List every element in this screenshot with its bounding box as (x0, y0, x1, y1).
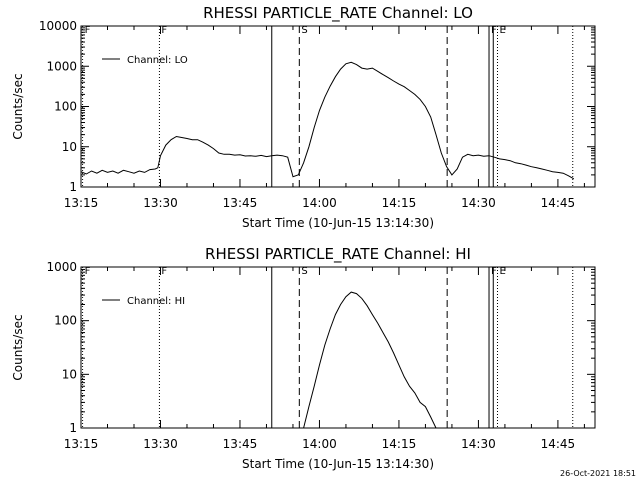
x-tick-label: 13:45 (223, 437, 258, 451)
y-tick-label: 100 (54, 100, 77, 114)
y-tick-label: 1 (69, 180, 77, 194)
y-tick-label: 10 (62, 140, 77, 154)
footer-date: 26-Oct-2021 18:51 (560, 469, 636, 478)
chart-title: RHESSI PARTICLE_RATE Channel: LO (203, 4, 473, 23)
marker-label: F (85, 25, 91, 36)
marker-label: S (301, 25, 307, 36)
y-tick-label: 100 (54, 314, 77, 328)
x-tick-label: 14:45 (541, 196, 576, 210)
marker-label: F (491, 25, 497, 36)
marker-label: E (499, 25, 505, 36)
chart-title: RHESSI PARTICLE_RATE Channel: HI (205, 245, 471, 264)
y-tick-label: 10 (62, 367, 77, 381)
x-tick-label: 14:30 (461, 196, 496, 210)
y-tick-label: 10000 (39, 19, 77, 33)
x-tick-label: 14:15 (382, 437, 417, 451)
legend-entry: Channel: LO (127, 55, 188, 66)
x-tick-label: 13:45 (223, 196, 258, 210)
marker-label: F (161, 266, 167, 277)
legend-entry: Channel: HI (127, 296, 185, 307)
marker-label: E (499, 266, 505, 277)
marker-label: F (491, 266, 497, 277)
x-tick-label: 13:30 (143, 437, 178, 451)
x-tick-label: 13:15 (64, 437, 99, 451)
x-axis-label: Start Time (10-Jun-15 13:14:30) (242, 216, 434, 230)
plot-frame (80, 266, 596, 429)
series-line (303, 291, 437, 429)
marker-label: F (85, 266, 91, 277)
x-tick-label: 14:15 (382, 196, 417, 210)
chart-panel-1: RHESSI PARTICLE_RATE Channel: HI Counts/s… (11, 245, 596, 471)
x-tick-label: 13:30 (143, 196, 178, 210)
marker-label: S (301, 266, 307, 277)
y-axis-label: Counts/sec (11, 314, 25, 380)
y-tick-label: 1000 (46, 260, 77, 274)
series-line (80, 61, 575, 180)
x-tick-label: 14:30 (461, 437, 496, 451)
x-axis-label: Start Time (10-Jun-15 13:14:30) (242, 457, 434, 471)
x-tick-label: 14:00 (302, 437, 337, 451)
x-tick-label: 13:15 (64, 196, 99, 210)
x-tick-label: 14:45 (541, 437, 576, 451)
marker-label: F (161, 25, 167, 36)
chart-panel-0: RHESSI PARTICLE_RATE Channel: LO Counts/s… (11, 4, 596, 230)
x-tick-label: 14:00 (302, 196, 337, 210)
y-tick-label: 1000 (46, 59, 77, 73)
y-axis-label: Counts/sec (11, 73, 25, 139)
y-tick-label: 1 (69, 421, 77, 435)
